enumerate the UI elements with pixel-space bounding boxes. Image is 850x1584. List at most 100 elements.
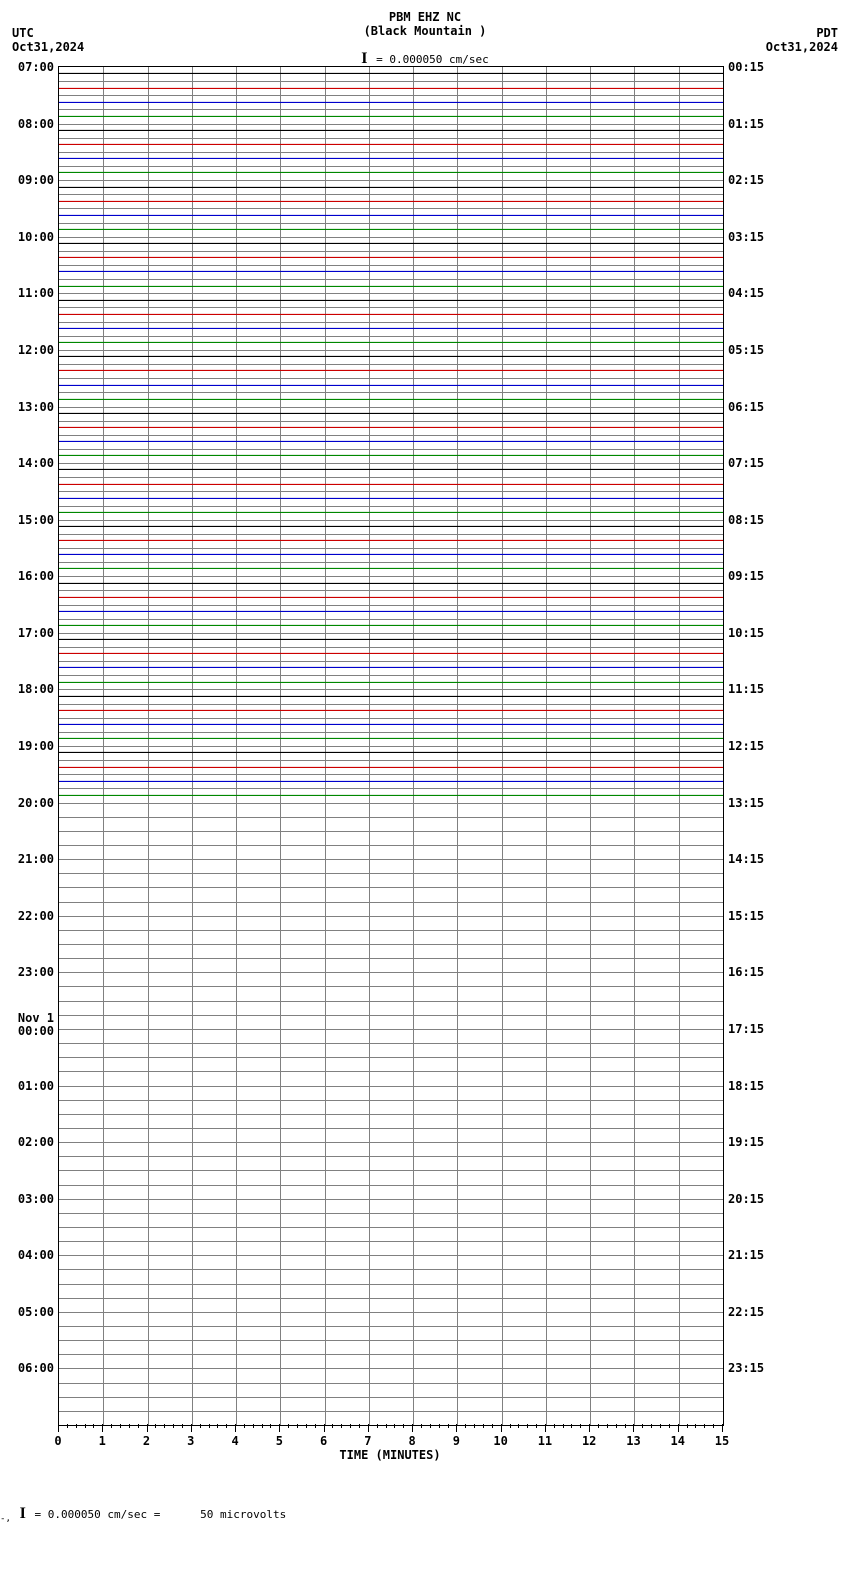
gridline-h [59, 760, 723, 761]
x-tick-minor [67, 1424, 68, 1428]
seismic-trace [59, 215, 723, 217]
gridline-h [59, 916, 723, 917]
gridline-h [59, 930, 723, 931]
seismic-trace [59, 667, 723, 669]
gridline-h [59, 307, 723, 308]
x-tick-label: 4 [231, 1434, 238, 1448]
x-tick-minor [580, 1424, 581, 1428]
y-hour-label-left: 07:00 [18, 60, 54, 74]
gridline-h [59, 435, 723, 436]
gridline-h [59, 152, 723, 153]
seismic-trace [59, 187, 723, 189]
footer-prefix: -, [0, 1513, 11, 1524]
y-hour-label-right: 11:15 [728, 682, 764, 696]
seismic-trace [59, 342, 723, 344]
seismic-trace [59, 611, 723, 613]
gridline-h [59, 972, 723, 973]
x-tick-minor [85, 1424, 86, 1428]
gridline-h [59, 548, 723, 549]
gridline-h [59, 590, 723, 591]
y-hour-label-left: 22:00 [18, 909, 54, 923]
x-tick-minor [625, 1424, 626, 1428]
x-tick-minor [403, 1424, 404, 1428]
footer-after: 50 microvolts [200, 1508, 286, 1521]
x-tick-minor [616, 1424, 617, 1428]
x-tick-minor [226, 1424, 227, 1428]
x-tick-minor [598, 1424, 599, 1428]
y-hour-label-left: 21:00 [18, 852, 54, 866]
x-tick-minor [448, 1424, 449, 1428]
gridline-h [59, 902, 723, 903]
x-tick-minor [492, 1424, 493, 1428]
gridline-h [59, 180, 723, 181]
gridline-h [59, 1298, 723, 1299]
seismic-trace [59, 257, 723, 259]
gridline-h [59, 1340, 723, 1341]
gridline-h [59, 506, 723, 507]
gridline-h [59, 661, 723, 662]
gridline-h [59, 1015, 723, 1016]
gridline-h [59, 1071, 723, 1072]
y-hour-label-left: 11:00 [18, 286, 54, 300]
footer-bar-icon: I [20, 1505, 26, 1522]
x-tick-minor [483, 1424, 484, 1428]
gridline-h [59, 562, 723, 563]
gridline-h [59, 704, 723, 705]
x-tick-minor [332, 1424, 333, 1428]
x-tick-minor [607, 1424, 608, 1428]
seismic-trace [59, 229, 723, 231]
gridline-h [59, 421, 723, 422]
x-tick-minor [660, 1424, 661, 1428]
y-hour-label-left: 16:00 [18, 569, 54, 583]
gridline-h [59, 746, 723, 747]
x-tick-minor [173, 1424, 174, 1428]
gridline-h [59, 718, 723, 719]
seismic-trace [59, 88, 723, 90]
y-hour-label-right: 13:15 [728, 796, 764, 810]
seismogram-plot [58, 66, 724, 1426]
seismic-trace [59, 399, 723, 401]
x-tick-label: 0 [54, 1434, 61, 1448]
x-tick-minor [306, 1424, 307, 1428]
seismic-trace [59, 300, 723, 302]
x-tick-major [589, 1424, 590, 1432]
seismic-trace [59, 144, 723, 146]
gridline-h [59, 491, 723, 492]
gridline-h [59, 1213, 723, 1214]
x-tick-major [545, 1424, 546, 1432]
y-hour-label-right: 16:15 [728, 965, 764, 979]
seismic-trace [59, 498, 723, 500]
seismic-trace [59, 795, 723, 797]
title-block: PBM EHZ NC (Black Mountain ) [0, 10, 850, 38]
seismic-trace [59, 710, 723, 712]
y-hour-label-right: 01:15 [728, 117, 764, 131]
gridline-h [59, 831, 723, 832]
gridline-h [59, 138, 723, 139]
y-hour-label-left: 19:00 [18, 739, 54, 753]
y-hour-label-right: 15:15 [728, 909, 764, 923]
x-tick-label: 7 [364, 1434, 371, 1448]
seismic-trace [59, 116, 723, 118]
seismic-trace [59, 201, 723, 203]
gridline-h [59, 251, 723, 252]
y-hour-label-left: 13:00 [18, 400, 54, 414]
gridline-h [59, 1057, 723, 1058]
gridline-h [59, 293, 723, 294]
x-tick-label: 8 [409, 1434, 416, 1448]
seismic-trace [59, 568, 723, 570]
x-tick-minor [270, 1424, 271, 1428]
x-tick-minor [377, 1424, 378, 1428]
x-tick-minor [120, 1424, 121, 1428]
x-tick-label: 6 [320, 1434, 327, 1448]
y-hour-label-left: 08:00 [18, 117, 54, 131]
x-tick-minor [350, 1424, 351, 1428]
y-hour-label-right: 17:15 [728, 1022, 764, 1036]
gridline-h [59, 859, 723, 860]
gridline-h [59, 95, 723, 96]
seismic-trace [59, 441, 723, 443]
gridline-h [59, 1255, 723, 1256]
gridline-h [59, 803, 723, 804]
seismic-trace [59, 653, 723, 655]
x-tick-minor [253, 1424, 254, 1428]
x-tick-major [235, 1424, 236, 1432]
